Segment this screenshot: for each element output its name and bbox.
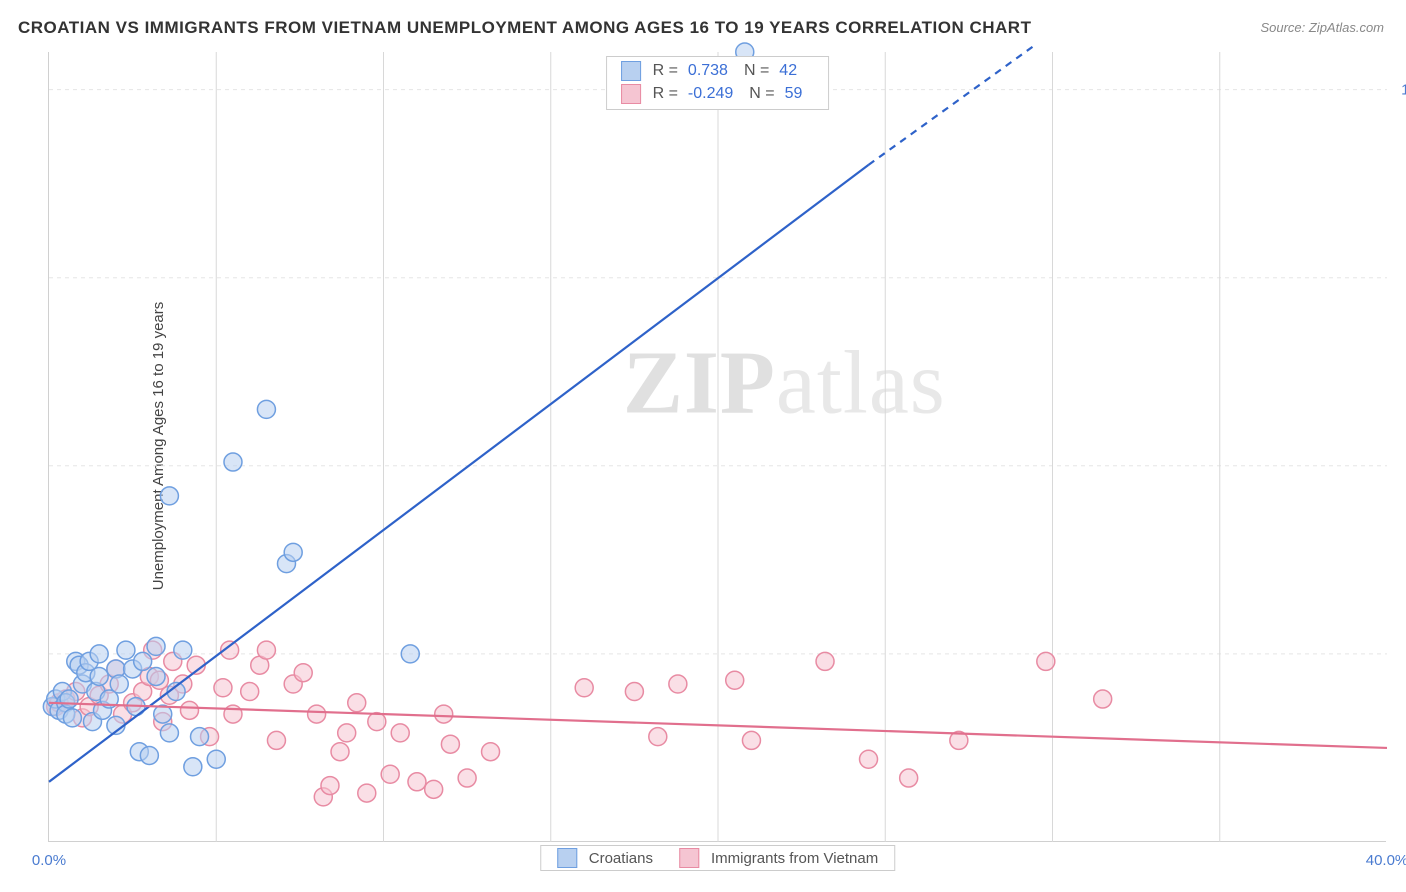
stats-n-label-1: N = [744, 59, 769, 82]
legend-item-2: Immigrants from Vietnam [679, 848, 878, 868]
stats-r-label-1: R = [653, 59, 678, 82]
x-tick-label: 0.0% [32, 852, 66, 869]
plot-area: ZIPatlas R = 0.738 N = 42 R = -0.249 N =… [48, 52, 1386, 842]
y-tick-label: 100.0% [1392, 81, 1406, 98]
stats-n-label-2: N = [749, 82, 774, 105]
swatch-series1 [621, 61, 641, 81]
stats-row-1: R = 0.738 N = 42 [621, 59, 811, 82]
legend-label-1: Croatians [589, 850, 653, 867]
stats-r-value-1: 0.738 [688, 59, 728, 82]
source-label: Source: ZipAtlas.com [1260, 20, 1384, 35]
legend-item-1: Croatians [557, 848, 653, 868]
stats-n-value-2: 59 [785, 82, 803, 105]
legend-swatch-1 [557, 848, 577, 868]
x-tick-label: 40.0% [1366, 852, 1406, 869]
chart-title: CROATIAN VS IMMIGRANTS FROM VIETNAM UNEM… [18, 18, 1031, 38]
stats-box: R = 0.738 N = 42 R = -0.249 N = 59 [606, 56, 830, 110]
legend-label-2: Immigrants from Vietnam [711, 850, 878, 867]
y-tick-label: 75.0% [1392, 269, 1406, 286]
y-tick-label: 25.0% [1392, 645, 1406, 662]
y-tick-label: 50.0% [1392, 457, 1406, 474]
stats-row-2: R = -0.249 N = 59 [621, 82, 811, 105]
scatter-svg [49, 52, 1386, 841]
stats-r-label-2: R = [653, 82, 678, 105]
swatch-series2 [621, 84, 641, 104]
stats-r-value-2: -0.249 [688, 82, 733, 105]
stats-n-value-1: 42 [779, 59, 797, 82]
legend: Croatians Immigrants from Vietnam [540, 845, 895, 871]
legend-swatch-2 [679, 848, 699, 868]
